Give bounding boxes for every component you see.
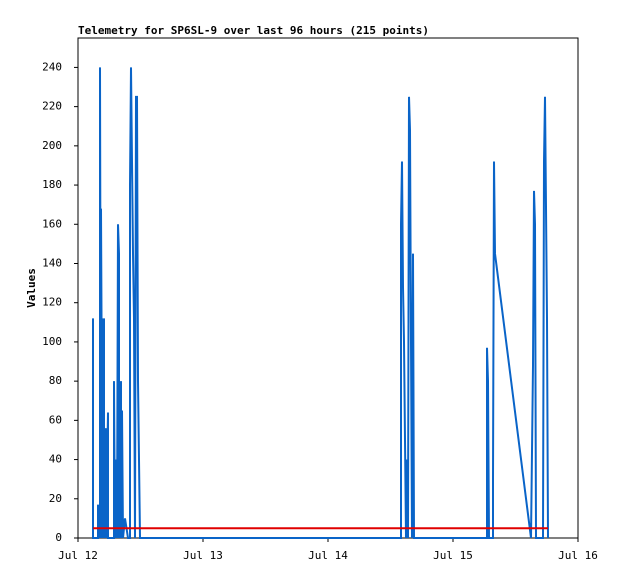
y-tick-label: 140 — [42, 256, 62, 269]
x-tick-label: Jul 12 — [58, 549, 98, 562]
y-tick-label: 100 — [42, 335, 62, 348]
y-tick-label: 240 — [42, 60, 62, 73]
x-tick-label: Jul 14 — [308, 549, 348, 562]
y-tick-label: 60 — [49, 413, 62, 426]
chart-title: Telemetry for SP6SL-9 over last 96 hours… — [78, 24, 429, 37]
y-tick-label: 20 — [49, 492, 62, 505]
x-tick-label: Jul 13 — [183, 549, 223, 562]
y-tick-label: 200 — [42, 139, 62, 152]
y-tick-label: 40 — [49, 453, 62, 466]
y-tick-label: 120 — [42, 296, 62, 309]
y-tick-label: 220 — [42, 100, 62, 113]
y-tick-label: 80 — [49, 374, 62, 387]
y-tick-label: 0 — [55, 531, 62, 544]
x-tick-label: Jul 16 — [558, 549, 598, 562]
x-tick-label: Jul 15 — [433, 549, 473, 562]
y-axis-label: Values — [25, 268, 38, 308]
y-tick-label: 180 — [42, 178, 62, 191]
y-tick-label: 160 — [42, 217, 62, 230]
